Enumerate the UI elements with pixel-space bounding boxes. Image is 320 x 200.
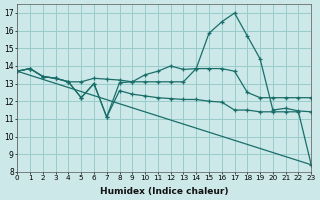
X-axis label: Humidex (Indice chaleur): Humidex (Indice chaleur) — [100, 187, 228, 196]
